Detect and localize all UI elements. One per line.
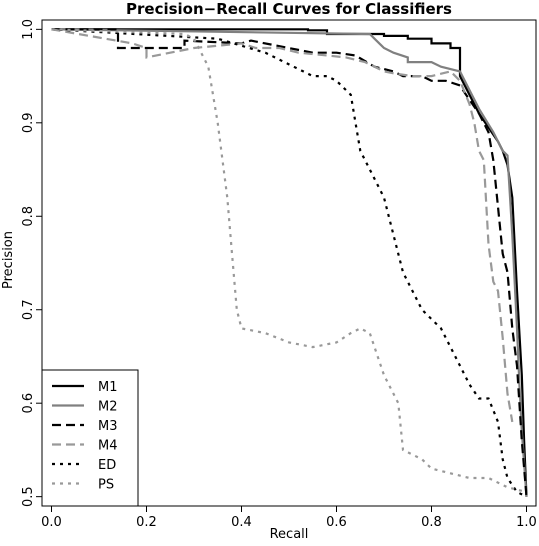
legend-label-m2: M2 [98, 400, 118, 415]
legend-box [41, 369, 139, 507]
y-axis: 0.5 0.6 0.7 0.8 0.9 1.0 [21, 19, 42, 507]
series-layer [51, 28, 528, 498]
series-line-m4 [51, 28, 514, 423]
x-tick-label: 0.0 [41, 515, 62, 530]
plot-frame [41, 19, 537, 507]
legend-label-ed: ED [98, 458, 116, 473]
x-tick-label: 0.6 [326, 515, 347, 530]
legend: M1 M2 M3 M4 ED PS [41, 369, 139, 507]
x-tick-label: 0.8 [421, 515, 442, 530]
series-line-ed [51, 28, 527, 498]
y-tick-label: 0.9 [21, 112, 36, 133]
legend-label-m4: M4 [98, 439, 118, 454]
y-tick-label: 0.5 [21, 486, 36, 507]
y-tick-label: 0.6 [21, 393, 36, 414]
x-tick-label: 1.0 [516, 515, 537, 530]
series-line-m2 [51, 28, 528, 497]
x-axis-label: Recall [270, 527, 309, 541]
legend-label-ps: PS [98, 478, 114, 493]
x-tick-label: 0.2 [136, 515, 157, 530]
legend-label-m3: M3 [98, 419, 118, 434]
legend-label-m1: M1 [98, 380, 118, 395]
chart-title: Precision−Recall Curves for Classifiers [126, 0, 452, 18]
series-line-ps [51, 28, 527, 494]
y-tick-label: 1.0 [21, 19, 36, 40]
y-tick-label: 0.8 [21, 206, 36, 227]
y-axis-label: Precision [1, 231, 16, 289]
y-tick-label: 0.7 [21, 299, 36, 320]
x-axis: 0.0 0.2 0.4 0.6 0.8 1.0 [41, 506, 537, 530]
x-tick-label: 0.4 [231, 515, 252, 530]
